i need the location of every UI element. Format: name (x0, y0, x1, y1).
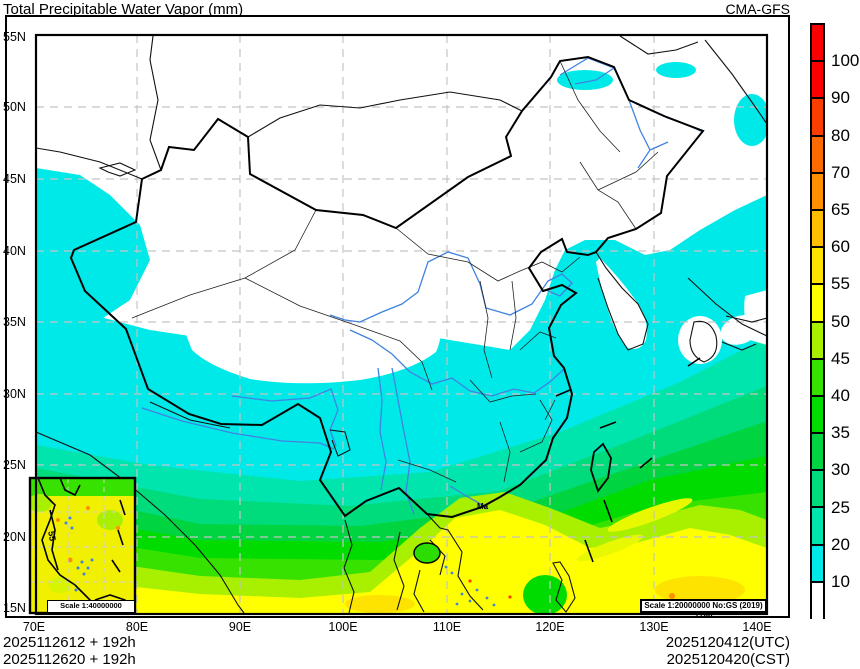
colorbar-segment (812, 173, 823, 211)
colorbar-tick-label: 65 (831, 200, 850, 219)
colorbar-segment (812, 285, 823, 323)
lat-tick-label: 55N (3, 30, 26, 44)
colorbar-segment (812, 471, 823, 509)
lon-tick-label: 110E (432, 620, 462, 634)
model-label: CMA-GFS (725, 1, 790, 17)
inset-contour-label: 55 (46, 530, 58, 542)
islands (413, 442, 612, 564)
colorbar-segment (812, 545, 823, 583)
colorbar-tick-label: 90 (831, 88, 850, 108)
lat-tick-label: 20N (3, 530, 26, 544)
colorbar-tick-label: 100 (831, 51, 860, 71)
colorbar-tick-label: 25 (831, 497, 850, 517)
colorbar-segment (812, 396, 823, 435)
colorbar-tick-label: 35 (831, 423, 850, 443)
colorbar-segment (812, 582, 823, 620)
lat-tick-label: 30N (3, 387, 26, 401)
scale-box-inset: Scale 1:40000000 (47, 600, 135, 613)
colorbar-tick-label: 45 (831, 348, 850, 368)
lon-tick-label: 90E (228, 620, 252, 634)
vapor-field-fill (36, 62, 767, 614)
colorbar-segment (812, 359, 823, 397)
colorbar-tick-label: 80 (831, 125, 850, 145)
outer-frame (5, 15, 790, 618)
lon-tick-label: 130E (639, 620, 669, 634)
lat-tick-label: 50N (3, 100, 26, 114)
lat-tick-label: 35N (3, 315, 26, 329)
colorbar-segment (812, 322, 823, 360)
contour-line-fragments (555, 357, 701, 563)
lon-tick-label: 70E (22, 620, 46, 634)
lon-tick-label: 100E (328, 620, 358, 634)
colorbar-segment (812, 25, 823, 63)
lat-tick-label: 15N (3, 601, 26, 615)
inset-map (28, 476, 137, 615)
lon-tick-label: 120E (535, 620, 565, 634)
colorbar-tick-label: 40 (831, 386, 850, 405)
colorbar-segment (812, 136, 823, 174)
page-title: Total Precipitable Water Vapor (mm) (3, 1, 244, 18)
run-time-utc: 2025112612 + 192h (3, 634, 136, 651)
colorbar-segment (812, 434, 823, 472)
colorbar (810, 23, 825, 620)
colorbar-tick-label: 30 (831, 460, 850, 480)
china-national-border (69, 55, 705, 519)
colorbar-segment (812, 99, 823, 137)
colorbar-segment (812, 248, 823, 286)
lat-tick-label: 40N (3, 244, 26, 258)
lat-tick-label: 45N (3, 172, 26, 186)
colorbar-tick-label: 20 (831, 534, 850, 554)
run-time-cst: 2025112620 + 192h (3, 651, 136, 668)
scale-box-main: Scale 1:20000000 No:GS (2019) 1786 (640, 599, 767, 620)
colorbar-tick-label: 55 (831, 274, 850, 294)
lon-tick-label: 140E (742, 620, 772, 634)
province-borders (131, 60, 659, 483)
foreign-borders-coastlines (36, 35, 767, 614)
valid-time-cst: 2025120420(CST) (666, 651, 790, 668)
map-frame (34, 33, 769, 616)
lon-tick-label: 80E (125, 620, 149, 634)
lat-tick-label: 25N (3, 458, 26, 472)
colorbar-segment (812, 508, 823, 546)
colorbar-tick-label: 10 (831, 572, 850, 591)
graticule-gridlines (36, 35, 767, 614)
colorbar-segment (812, 210, 823, 249)
island-dots (444, 565, 496, 607)
coast-station-label: Ma (477, 502, 489, 511)
colorbar-tick-label: 70 (831, 162, 850, 182)
valid-time-utc: 2025120412(UTC) (665, 634, 790, 651)
colorbar-segment (812, 62, 823, 100)
colorbar-tick-label: 50 (831, 311, 850, 331)
colorbar-tick-label: 60 (831, 237, 850, 257)
